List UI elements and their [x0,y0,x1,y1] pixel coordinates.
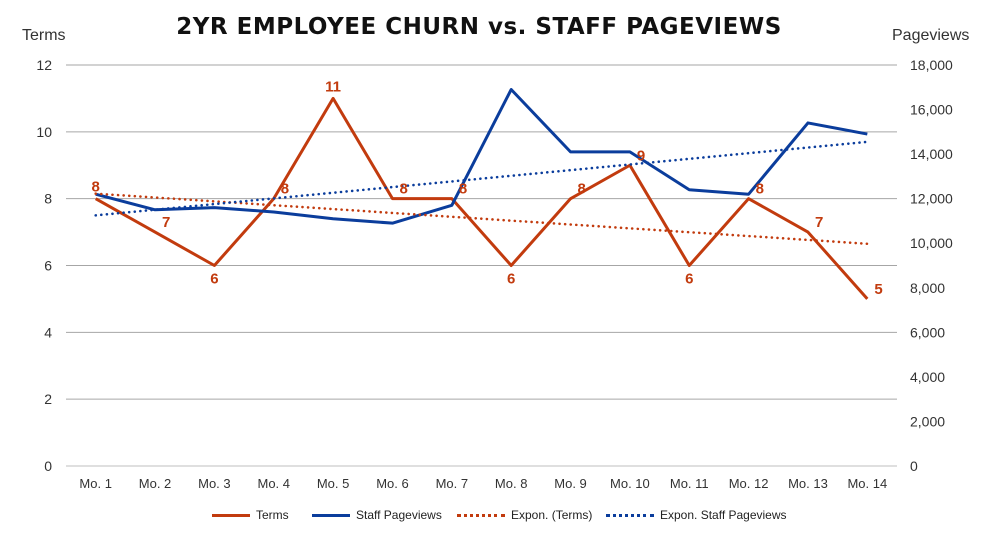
x-tick-label: Mo. 2 [139,476,172,491]
x-tick-label: Mo. 14 [847,476,887,491]
data-label: 8 [281,181,289,198]
legend-item: Expon. (Terms) [457,508,592,522]
legend-swatch [606,513,654,517]
y-axis-right-title: Pageviews [892,27,970,44]
y-left-tick-label: 8 [44,191,52,207]
y-left-tick-label: 0 [44,458,52,474]
y-right-tick-label: 18,000 [910,57,953,73]
y-right-tick-label: 4,000 [910,369,945,385]
y-right-tick-label: 0 [910,458,918,474]
x-tick-label: Mo. 11 [670,476,709,491]
data-label: 8 [399,181,407,198]
x-tick-label: Mo. 13 [788,476,828,491]
y-right-tick-label: 10,000 [910,235,953,251]
legend-swatch [212,513,250,517]
x-tick-label: Mo. 8 [495,476,528,491]
data-label: 8 [756,181,764,198]
x-tick-label: Mo. 6 [376,476,409,491]
data-label: 6 [210,271,218,288]
data-label: 8 [578,181,586,198]
trendline-expon-staff-pageviews [94,140,869,217]
x-tick-label: Mo. 3 [198,476,231,491]
legend-swatch [457,513,505,517]
y-right-tick-label: 8,000 [910,280,945,296]
y-left-tick-label: 6 [44,258,52,274]
series-line-terms [94,96,869,300]
data-label: 6 [685,271,693,288]
y-left-tick-label: 2 [44,391,52,407]
y-right-tick-label: 2,000 [910,413,945,429]
y-right-tick-label: 6,000 [910,324,945,340]
legend-label: Expon. Staff Pageviews [660,508,787,522]
y-right-tick-label: 12,000 [910,191,953,207]
y-left-tick-label: 4 [44,324,52,340]
legend: Terms Staff Pageviews Expon. (Terms) Expon.… [0,508,1001,526]
data-label: 9 [637,147,645,164]
data-label: 5 [874,281,882,298]
data-label: 11 [325,78,341,95]
series-line-staff-pageviews [95,88,868,225]
x-tick-label: Mo. 1 [79,476,112,491]
x-tick-label: Mo. 5 [317,476,350,491]
chart-title: 2YR EMPLOYEE CHURN vs. STAFF PAGEVIEWS [176,14,782,40]
y-left-tick-label: 10 [36,124,52,140]
data-label: 6 [507,271,515,288]
x-tick-label: Mo. 12 [729,476,769,491]
y-right-tick-label: 14,000 [910,146,953,162]
data-label: 7 [162,214,170,231]
legend-label: Staff Pageviews [356,508,442,522]
x-tick-label: Mo. 9 [554,476,587,491]
y-axis-left-title: Terms [22,27,66,44]
data-label: 8 [92,179,100,196]
legend-item: Expon. Staff Pageviews [606,508,787,522]
legend-item: Staff Pageviews [312,508,442,522]
legend-swatch [312,513,350,517]
data-label: 8 [459,181,467,198]
y-left-tick-label: 12 [36,57,52,73]
data-label: 7 [815,214,823,231]
x-tick-label: Mo. 10 [610,476,650,491]
legend-label: Terms [256,508,289,522]
legend-label: Expon. (Terms) [511,508,593,522]
x-tick-label: Mo. 4 [257,476,290,491]
y-right-tick-label: 16,000 [910,102,953,118]
x-tick-label: Mo. 7 [436,476,469,491]
legend-item: Terms [212,508,289,522]
